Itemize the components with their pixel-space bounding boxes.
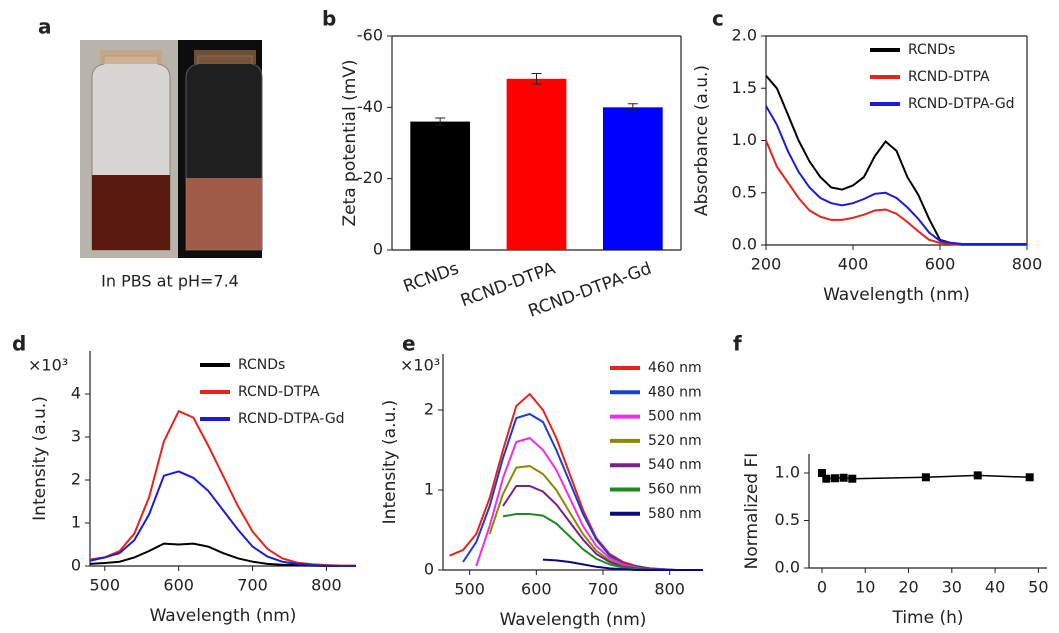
y-tick-label: -20 bbox=[357, 168, 383, 187]
y-tick-label: 1 bbox=[424, 480, 434, 499]
x-tick-label: RCNDs bbox=[401, 259, 462, 298]
point bbox=[921, 473, 930, 482]
panel-label: c bbox=[712, 7, 724, 31]
x-tick-label: 800 bbox=[1012, 255, 1043, 274]
x-tick-label: 800 bbox=[311, 576, 342, 595]
bar bbox=[506, 78, 567, 250]
photo-caption: In PBS at pH=7.4 bbox=[101, 272, 239, 291]
legend-label: RCNDs bbox=[238, 357, 285, 373]
series-line bbox=[502, 485, 703, 571]
y-tick-label: 1.0 bbox=[775, 463, 800, 482]
legend-label: RCNDs bbox=[908, 42, 955, 58]
legend-label: RCND-DTPA-Gd bbox=[238, 411, 345, 427]
series-line bbox=[765, 105, 1027, 245]
bar bbox=[602, 107, 663, 250]
error-bar bbox=[531, 72, 542, 85]
x-tick-label: 200 bbox=[751, 255, 782, 274]
series-line bbox=[542, 558, 703, 571]
bar bbox=[410, 121, 471, 250]
y-multiplier: ×10³ bbox=[400, 356, 440, 375]
x-tick-label: 400 bbox=[838, 255, 869, 274]
series-line bbox=[502, 513, 703, 571]
vial-cap bbox=[194, 50, 256, 64]
y-tick-label: -40 bbox=[357, 97, 383, 116]
x-axis-label: Wavelength (nm) bbox=[823, 285, 970, 305]
y-axis-label: Normalized FI bbox=[742, 453, 762, 570]
x-tick-label: 800 bbox=[654, 580, 685, 599]
x-tick-label: 40 bbox=[985, 578, 1005, 597]
legend-label: RCND-DTPA bbox=[238, 384, 320, 400]
y-tick-label: 2 bbox=[71, 470, 81, 489]
point bbox=[848, 474, 857, 483]
x-tick-label: 30 bbox=[942, 578, 962, 597]
y-tick-label: 0 bbox=[424, 560, 434, 579]
panel-label: a bbox=[38, 15, 52, 39]
y-tick-label: 1.0 bbox=[732, 130, 757, 149]
x-tick-label: 500 bbox=[90, 576, 121, 595]
x-axis-label: Wavelength (nm) bbox=[150, 606, 297, 626]
y-axis-label: Intensity (a.u.) bbox=[380, 400, 400, 525]
y-tick-label: 0.5 bbox=[775, 510, 800, 529]
y-tick-label: 1 bbox=[71, 513, 81, 532]
series-line bbox=[89, 542, 356, 567]
x-tick-label: 600 bbox=[521, 580, 552, 599]
y-tick-label: 2.0 bbox=[732, 26, 757, 45]
series-line bbox=[89, 409, 356, 567]
x-tick-label: 700 bbox=[588, 580, 619, 599]
legend-label: RCND-DTPA-Gd bbox=[908, 96, 1015, 112]
x-axis-label: Time (h) bbox=[891, 608, 963, 628]
x-tick-label: 500 bbox=[454, 580, 485, 599]
x-tick-label: 10 bbox=[855, 578, 875, 597]
series-line bbox=[89, 470, 356, 567]
panel-label: e bbox=[402, 332, 416, 356]
y-axis-label: Intensity (a.u.) bbox=[30, 396, 50, 521]
x-tick-label: 700 bbox=[237, 576, 268, 595]
point bbox=[973, 471, 982, 480]
panel-label: f bbox=[733, 332, 742, 356]
error-bar bbox=[435, 117, 446, 126]
y-tick-label: 3 bbox=[71, 427, 81, 446]
y-tick-label: 0.0 bbox=[732, 235, 757, 254]
point bbox=[822, 474, 831, 483]
y-tick-label: 0 bbox=[71, 556, 81, 575]
point bbox=[1025, 473, 1034, 482]
y-tick-label: 4 bbox=[71, 384, 81, 403]
x-tick-label: 600 bbox=[163, 576, 194, 595]
x-tick-label: 50 bbox=[1028, 578, 1048, 597]
point bbox=[839, 473, 848, 482]
x-tick-label: 0 bbox=[817, 578, 827, 597]
legend-label: 540 nm bbox=[648, 457, 702, 473]
x-axis-label: Wavelength (nm) bbox=[500, 610, 647, 630]
vial-cap bbox=[100, 50, 162, 64]
series-line bbox=[765, 140, 1027, 246]
y-tick-label: 2 bbox=[424, 400, 434, 419]
y-axis-label: Zeta potential (mV) bbox=[340, 59, 360, 226]
x-tick-label: 20 bbox=[898, 578, 918, 597]
legend-label: 520 nm bbox=[648, 433, 702, 449]
legend-label: 500 nm bbox=[648, 409, 702, 425]
point bbox=[830, 474, 839, 483]
y-tick-label: 0.0 bbox=[775, 558, 800, 577]
solution-glow bbox=[186, 178, 262, 250]
legend-label: 580 nm bbox=[648, 506, 702, 522]
y-tick-label: 0 bbox=[373, 240, 383, 259]
panel-label: d bbox=[12, 332, 26, 356]
photo bbox=[80, 40, 263, 258]
legend-label: 560 nm bbox=[648, 482, 702, 498]
legend-label: 480 nm bbox=[648, 384, 702, 400]
legend-label: RCND-DTPA bbox=[908, 69, 990, 85]
y-axis-label: Absorbance (a.u.) bbox=[692, 65, 712, 216]
y-tick-label: 1.5 bbox=[732, 78, 757, 97]
y-tick-label: -60 bbox=[357, 26, 383, 45]
x-tick-label: 600 bbox=[925, 255, 956, 274]
y-tick-label: 0.5 bbox=[732, 182, 757, 201]
point bbox=[817, 469, 826, 477]
legend-label: 460 nm bbox=[648, 360, 702, 376]
y-multiplier: ×10³ bbox=[28, 356, 68, 375]
panel-label: b bbox=[322, 7, 336, 31]
error-bar bbox=[627, 103, 638, 112]
solution bbox=[92, 175, 170, 250]
